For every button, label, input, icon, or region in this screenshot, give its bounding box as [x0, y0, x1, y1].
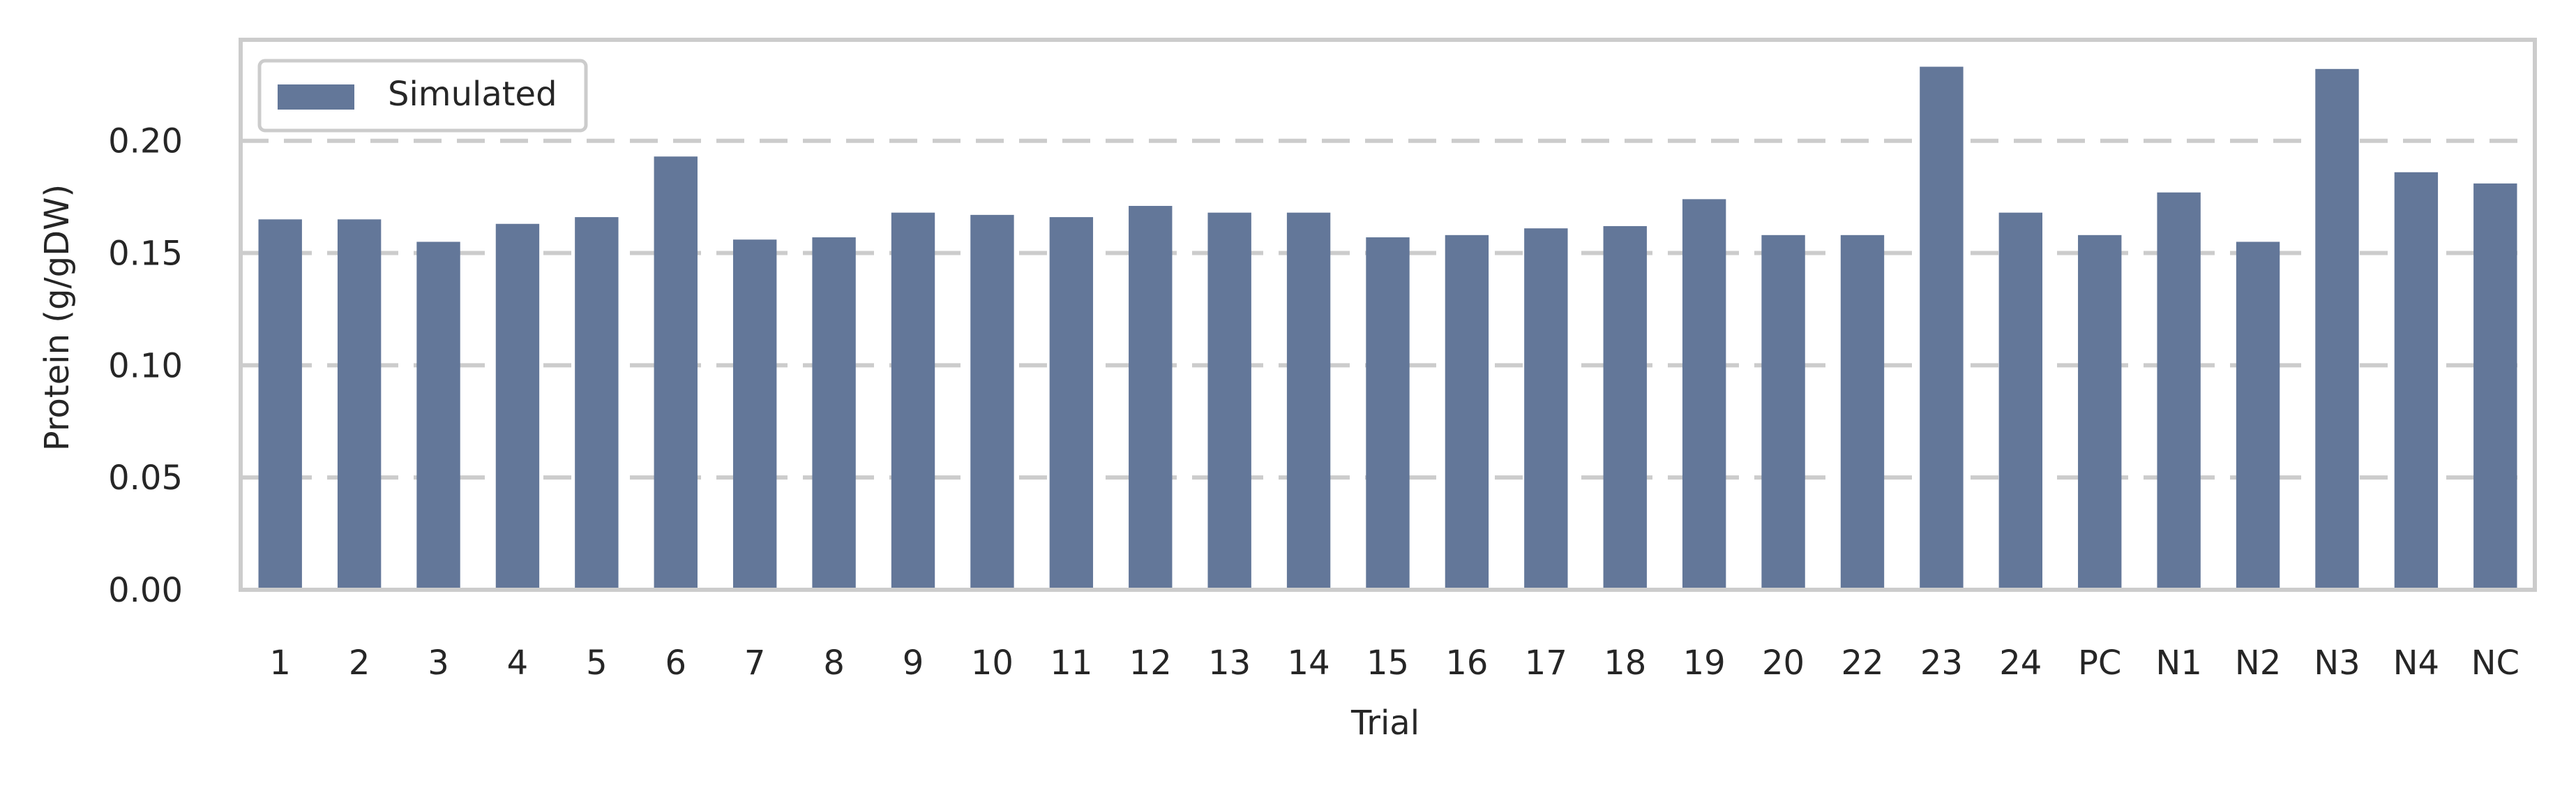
bar [2394, 172, 2439, 590]
x-tick-label: 19 [1683, 644, 1726, 683]
x-tick-label: 1 [269, 644, 291, 683]
x-tick-label: 15 [1366, 644, 1409, 683]
x-tick-label: PC [2078, 644, 2121, 683]
y-tick-label: 0.10 [108, 346, 183, 385]
x-tick-label: N2 [2235, 644, 2281, 683]
x-tick-label: N3 [2314, 644, 2360, 683]
x-axis-label: Trial [1350, 704, 1419, 743]
y-tick-label: 0.05 [108, 459, 183, 498]
legend-swatch [278, 84, 354, 110]
bar [1129, 206, 1173, 590]
bar [1682, 199, 1726, 590]
bar [1049, 217, 1094, 590]
bar [1998, 212, 2042, 590]
bar [416, 241, 460, 590]
bar [575, 217, 619, 590]
bar [2315, 68, 2359, 590]
bar [2473, 183, 2517, 590]
x-tick-label: 8 [823, 644, 845, 683]
legend-frame [257, 59, 588, 133]
bars [258, 66, 2517, 590]
y-axis-label: Protein (g/gDW) [38, 184, 77, 452]
x-tick-label: 13 [1208, 644, 1251, 683]
x-tick-label: 24 [1999, 644, 2042, 683]
bar [258, 219, 302, 590]
bar [1920, 66, 1964, 590]
x-tick-labels: 1 2 3 4 5 6 7 8 9 10 11 12 13 14 15 16 17 18 19 20 22 23 24 PC N… [269, 644, 2519, 683]
bar [1286, 212, 1331, 590]
y-tick-label: 0.20 [108, 122, 183, 161]
x-tick-label: 11 [1050, 644, 1092, 683]
bar [2078, 235, 2122, 590]
bar [1761, 235, 1805, 590]
x-tick-label: 17 [1525, 644, 1567, 683]
bar [495, 223, 540, 590]
legend: Simulated [257, 59, 588, 133]
bar [1840, 235, 1885, 590]
x-tick-label: 16 [1445, 644, 1488, 683]
x-tick-label: 6 [665, 644, 687, 683]
x-tick-label: N4 [2393, 644, 2439, 683]
x-tick-label: 3 [428, 644, 449, 683]
x-tick-label: 22 [1841, 644, 1883, 683]
bar [1524, 228, 1568, 590]
plot-frame [239, 38, 2537, 592]
x-tick-label: NC [2471, 644, 2519, 683]
x-tick-label: 20 [1762, 644, 1805, 683]
bar [1366, 237, 1410, 590]
x-tick-label: 2 [349, 644, 370, 683]
bar [1445, 235, 1489, 590]
x-tick-label: 4 [507, 644, 529, 683]
bar [2157, 192, 2201, 590]
y-tick-labels: 0.00 0.05 0.10 0.15 0.20 [108, 122, 183, 610]
x-tick-label: 10 [971, 644, 1014, 683]
bar [891, 212, 935, 590]
x-tick-label: 7 [744, 644, 766, 683]
bar [1207, 212, 1251, 590]
y-tick-label: 0.15 [108, 235, 183, 274]
x-tick-label: N1 [2155, 644, 2201, 683]
y-tick-label: 0.00 [108, 571, 183, 610]
bar [970, 214, 1014, 590]
x-tick-label: 9 [903, 644, 924, 683]
x-tick-label: 18 [1604, 644, 1646, 683]
bar [654, 156, 698, 590]
x-tick-label: 5 [586, 644, 608, 683]
x-tick-label: 23 [1920, 644, 1963, 683]
x-tick-label: 14 [1288, 644, 1330, 683]
x-tick-label: 12 [1129, 644, 1172, 683]
legend-label: Simulated [388, 75, 557, 114]
bar [1603, 225, 1647, 590]
bar [812, 237, 856, 590]
bar [733, 239, 777, 590]
bar [337, 219, 382, 590]
bar [2236, 241, 2280, 590]
